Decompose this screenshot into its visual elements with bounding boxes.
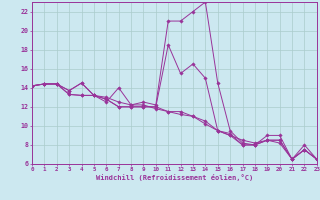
X-axis label: Windchill (Refroidissement éolien,°C): Windchill (Refroidissement éolien,°C) bbox=[96, 174, 253, 181]
